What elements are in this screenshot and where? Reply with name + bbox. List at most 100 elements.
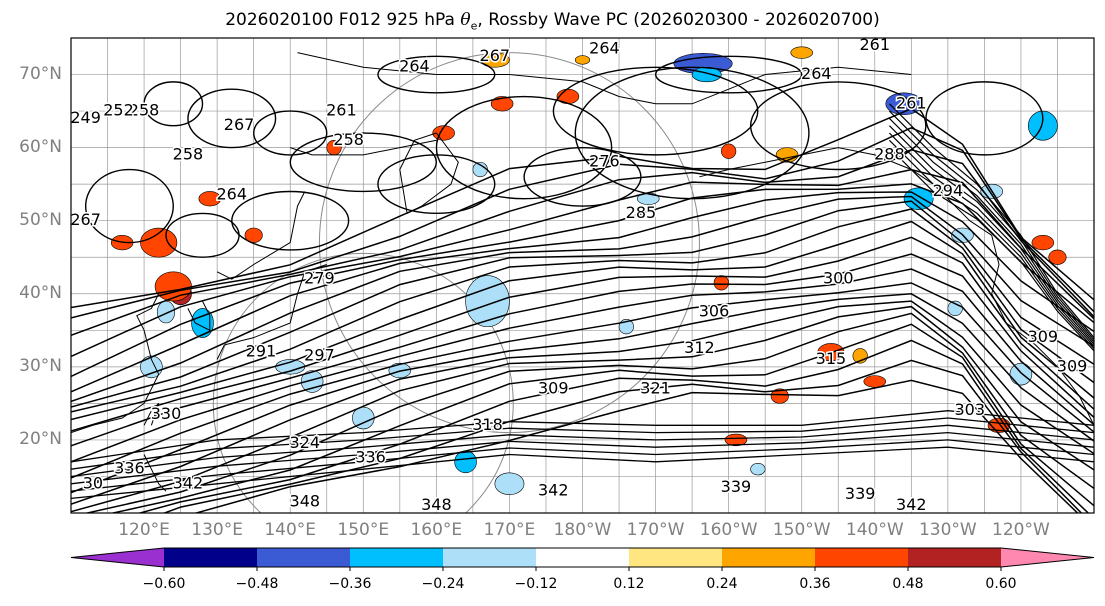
contour-label: 276 (589, 152, 620, 171)
theta-e-contour-line (71, 168, 1094, 358)
coastline (216, 191, 306, 280)
contour-label: 348 (290, 492, 321, 511)
longitude-tick-label: 150°W (772, 520, 831, 540)
theta-e-contour-line (888, 125, 1094, 345)
theta-e-contour-line (71, 293, 1094, 494)
pc-anomaly-patch (724, 433, 748, 447)
latitude-tick-label: 50°N (19, 209, 62, 230)
pc-anomaly-patch (713, 275, 729, 291)
contour-label: 30 (83, 473, 103, 492)
contour-label: 267 (224, 115, 255, 134)
map-frame (70, 37, 1095, 514)
theta-e-contour-line (71, 300, 1094, 505)
longitude-tick-label: 130°E (191, 520, 243, 540)
contour-label: 258 (333, 130, 364, 149)
theta-e-contour-loop (253, 110, 328, 156)
contour-label: 261 (896, 93, 927, 112)
pc-anomaly-patch (770, 388, 789, 404)
coastline (143, 403, 160, 426)
theta-e-contour-line (888, 103, 1094, 338)
pc-anomaly-patch (750, 463, 766, 476)
contour-label: 336 (114, 459, 145, 478)
pc-anomaly-patch (863, 375, 887, 388)
colorbar-tick-label: −0.36 (328, 576, 372, 592)
theta-e-contour-line (71, 236, 1094, 432)
contour-label: 348 (421, 495, 452, 514)
contour-label: 342 (896, 495, 927, 514)
contour-label: 318 (472, 415, 503, 434)
longitude-tick-label: 120°E (118, 520, 170, 540)
contour-label: 342 (538, 481, 569, 500)
coastline (297, 52, 912, 105)
colorbar-segment (257, 548, 351, 567)
longitude-tick-label: 170°E (483, 520, 536, 540)
theta-e-contour-line (71, 220, 1094, 421)
latitude-tick-label: 40°N (19, 282, 62, 303)
theta-e-contour-line (71, 431, 1094, 485)
pc-anomaly-patch (1009, 362, 1033, 386)
contour-label: 297 (304, 345, 335, 364)
reference-circle (212, 252, 514, 513)
pc-anomaly-patch (574, 55, 591, 65)
contour-label: 291 (246, 342, 277, 361)
pc-anomaly-patch (156, 300, 176, 324)
theta-e-contour-loop (377, 154, 496, 215)
colorbar-tick-label: 0.24 (706, 576, 738, 592)
contour-label: 309 (1057, 356, 1088, 375)
pc-anomaly-patch (140, 227, 178, 258)
contour-label: 300 (823, 269, 854, 288)
latitude-tick-label: 70°N (19, 63, 62, 84)
latitude-tick-label: 30°N (19, 355, 62, 376)
pc-anomaly-patch (1027, 110, 1058, 141)
pc-anomaly-patch (691, 66, 722, 83)
theta-e-contours (71, 55, 1094, 513)
contour-label: 303 (955, 400, 986, 419)
theta-e-contour-loop (925, 81, 1044, 156)
longitude-tick-label: 160°E (410, 520, 463, 540)
pc-anomaly-patch (790, 46, 813, 59)
pc-anomaly-patch (494, 472, 525, 496)
theta-e-contour-line (888, 132, 1094, 347)
contour-label: 330 (151, 404, 182, 423)
theta-e-contour-line (71, 439, 1094, 492)
contour-label: 267 (480, 46, 511, 65)
pc-anomaly-patch (198, 191, 222, 207)
contour-label: 258 (129, 101, 160, 120)
contour-label: 309 (1028, 327, 1059, 346)
coastline (699, 147, 1094, 426)
theta-e-contour-line (71, 253, 1094, 447)
colorbar-segment (443, 548, 537, 567)
theta-e-contour-line (71, 126, 1094, 319)
colorbar-tick-label: −0.60 (142, 576, 186, 592)
contour-label: 264 (399, 57, 430, 76)
theta-e-contour-loop (289, 132, 437, 193)
colorbar-segment (536, 548, 630, 567)
colorbar-segment (164, 548, 258, 567)
theta-e-contour-line (162, 359, 1083, 513)
contour-label: 267 (70, 210, 101, 229)
latitude-tick-label: 60°N (19, 136, 62, 157)
theta-e-contour-line (71, 282, 1094, 479)
theta-e-contour-loop (143, 81, 204, 127)
contour-label: 336 (355, 448, 386, 467)
contour-label: 261 (326, 101, 357, 120)
theta-e-contour-line (71, 208, 1094, 413)
colorbar-segment (350, 548, 444, 567)
longitude-tick-label: 160°W (699, 520, 758, 540)
pc-anomaly-patch (465, 275, 510, 327)
theta-e-contour-loop (552, 66, 759, 156)
theta-e-contour-line (888, 110, 1094, 341)
pc-anomaly-patch (903, 187, 934, 211)
pc-anomaly-patch (244, 227, 263, 243)
theta-e-contour-line (71, 446, 1094, 500)
colorbar-segment (908, 548, 1002, 567)
theta-e-contour-line (888, 139, 1094, 350)
longitude-tick-label: 120°W (992, 520, 1050, 540)
pc-anomaly-patch (1031, 235, 1055, 251)
longitude-tick-label: 180°W (553, 520, 612, 540)
contour-label: 261 (860, 35, 891, 54)
theta-e-contour-loop (523, 146, 642, 207)
